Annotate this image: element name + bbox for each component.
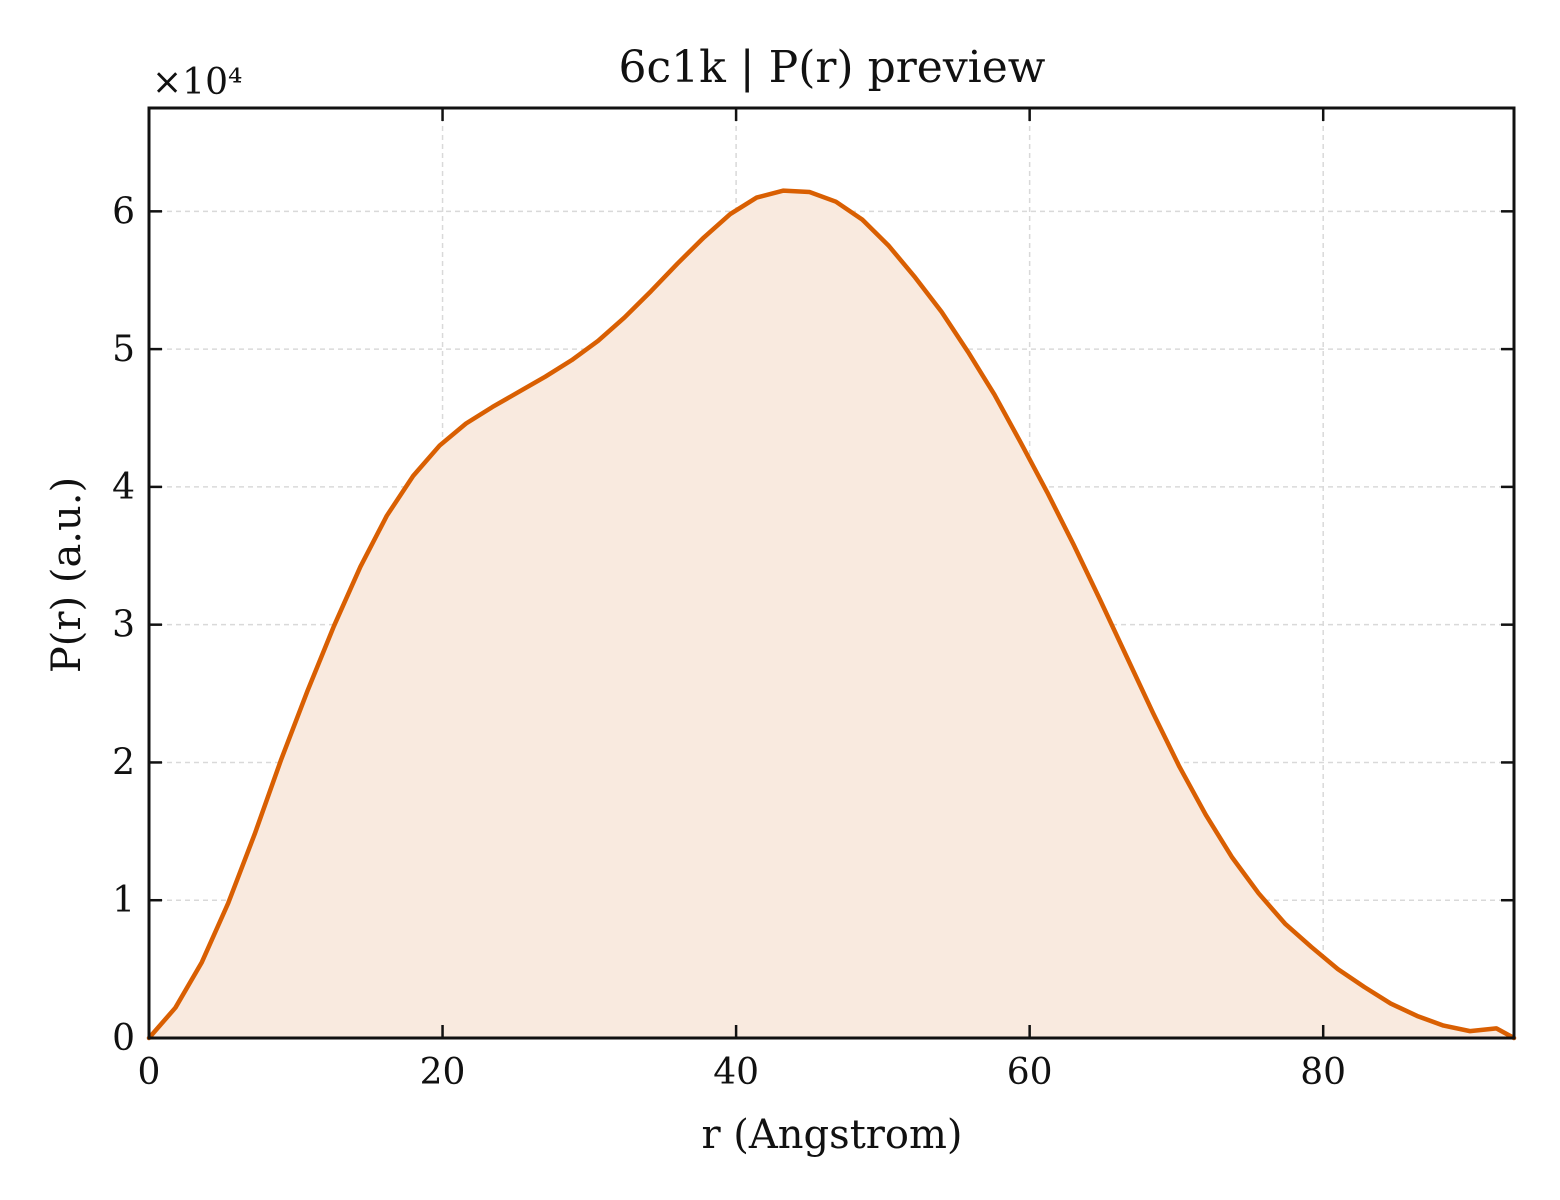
x-tick-label: 20: [420, 1052, 466, 1093]
y-tick-label: 1: [112, 880, 135, 921]
y-tick-label: 6: [112, 191, 135, 232]
plot-frame: [147, 106, 1516, 1040]
y-tick-label: 5: [112, 329, 135, 370]
x-tick-label: 80: [1300, 1052, 1346, 1093]
y-axis-label: P(r) (a.u.): [44, 477, 90, 673]
y-tick-label: 2: [112, 742, 135, 783]
x-axis-label: r (Angstrom): [701, 1112, 962, 1158]
pr-series-line: [146, 188, 1517, 1041]
x-tick-label: 40: [713, 1052, 759, 1093]
y-tick-label: 3: [112, 605, 135, 646]
pr-area-fill: [149, 190, 1514, 1039]
chart-title: 6c1k | P(r) preview: [619, 42, 1046, 93]
x-tick-label: 0: [138, 1052, 161, 1093]
y-tick-label: 4: [112, 467, 135, 508]
y-tick-label: 0: [112, 1018, 135, 1059]
x-tick-label: 60: [1007, 1052, 1053, 1093]
y-axis-offset-label: ×10⁴: [152, 62, 242, 103]
ticks-layer: 0 20 40 60 80 0 1 2 3 4 5 6: [112, 108, 1514, 1093]
